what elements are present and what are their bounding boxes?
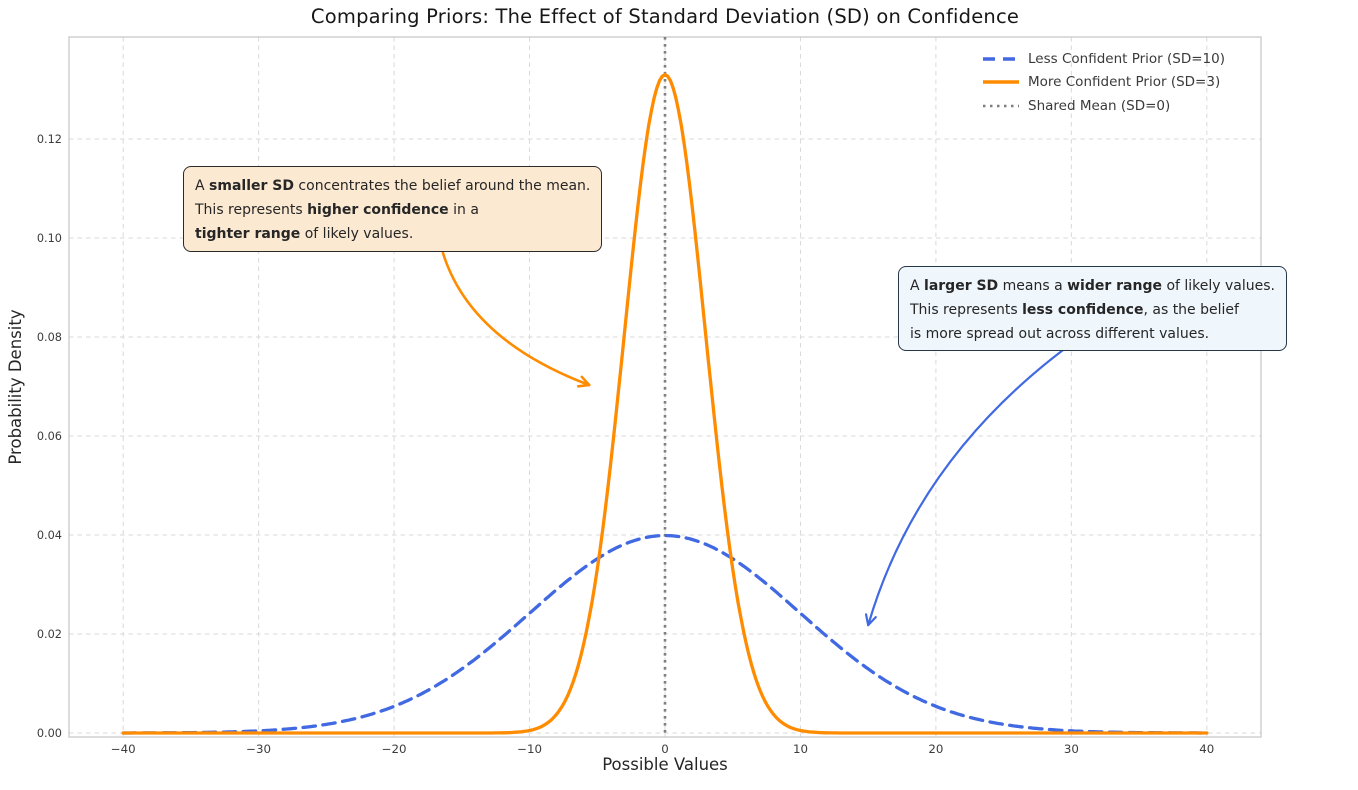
curve-more-confident-prior-sd-3 (121, 72, 1209, 735)
annotation-line: This represents less confidence, as the … (910, 302, 1239, 318)
annotation-arrows (441, 251, 1065, 627)
legend: Less Confident Prior (SD=10) More Confide… (982, 47, 1225, 118)
curve-less-confident-prior-sd-10 (121, 533, 1209, 735)
x-tick-label: −40 (111, 742, 136, 756)
y-tick-label: 0.12 (37, 133, 62, 146)
legend-label: More Confident Prior (SD=3) (1028, 74, 1221, 91)
x-tick-label: 10 (793, 742, 808, 756)
arrowhead-larger-sd-note (864, 613, 870, 627)
y-tick-label: 0.02 (37, 628, 62, 641)
x-tick-label: 30 (1064, 742, 1079, 756)
y-axis-label: Probability Density (6, 309, 25, 465)
y-tick-label: 0.06 (37, 430, 62, 443)
annotation-line: tighter range of likely values. (195, 226, 414, 242)
y-tick-label: 0.10 (37, 232, 62, 245)
legend-item-less-confident-prior-sd-10: Less Confident Prior (SD=10) (982, 47, 1225, 71)
legend-sample-dotted-line (983, 104, 1019, 108)
annotation-line: This represents higher confidence in a (195, 202, 479, 218)
x-axis-label: Possible Values (602, 755, 728, 774)
legend-sample-solid-line (983, 80, 1019, 84)
annotation-line: A larger SD means a wider range of likel… (910, 278, 1276, 294)
legend-item-shared-mean-sd-0: Shared Mean (SD=0) (982, 94, 1225, 118)
arrow-smaller-sd-note (441, 251, 591, 387)
x-tick-label: −20 (382, 742, 407, 756)
annotation-line: A smaller SD concentrates the belief aro… (195, 178, 591, 194)
y-tick-label: 0.04 (37, 529, 62, 542)
arrow-larger-sd-note (867, 348, 1065, 627)
annotation-line: is more spread out across different valu… (910, 326, 1210, 342)
y-tick-label: 0.00 (37, 727, 62, 740)
legend-item-more-confident-prior-sd-3: More Confident Prior (SD=3) (982, 71, 1225, 95)
x-tick-label: 40 (1199, 742, 1214, 756)
tick-labels: −40 −30 −20 −10 0 10 20 30 40 0.00 0.02 0.04 0.06 0.0… (37, 133, 1214, 756)
arrowhead-larger-sd-note (867, 616, 877, 627)
arrowhead-smaller-sd-note (576, 383, 591, 388)
annotation-box-smaller-sd-note: A smaller SD concentrates the belief aro… (183, 166, 603, 252)
x-tick-label: 0 (661, 742, 669, 756)
x-tick-label: −30 (246, 742, 271, 756)
legend-sample-dashed-line (983, 57, 1019, 61)
y-tick-label: 0.08 (37, 331, 62, 344)
legend-label: Less Confident Prior (SD=10) (1028, 50, 1226, 67)
annotation-box-larger-sd-note: A larger SD means a wider range of likel… (898, 266, 1288, 351)
x-tick-label: −10 (517, 742, 542, 756)
legend-label: Shared Mean (SD=0) (1028, 97, 1171, 114)
x-tick-label: 20 (928, 742, 943, 756)
arrowhead-smaller-sd-note (580, 375, 591, 387)
chart-title: Comparing Priors: The Effect of Standard… (310, 5, 1020, 28)
series (121, 37, 1209, 737)
